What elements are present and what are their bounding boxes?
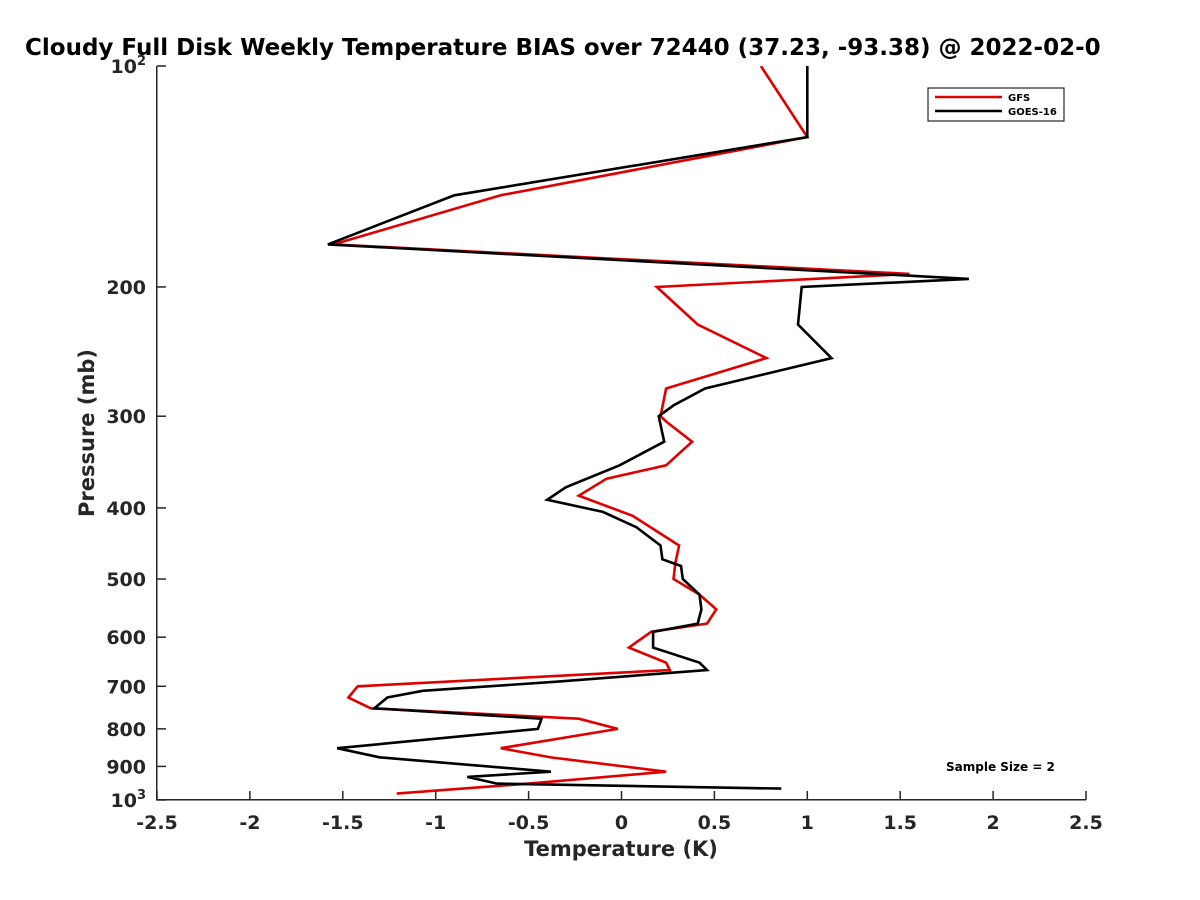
x-tick-label: -1	[425, 812, 446, 834]
y-tick-label: 200	[106, 277, 146, 299]
x-axis-label: Temperature (K)	[524, 837, 718, 861]
y-axis-ticks: 102 200 300 400 500 600 700 800 900 103	[106, 54, 166, 812]
y-axis-label: Pressure (mb)	[75, 349, 99, 517]
plot-area	[327, 66, 969, 795]
y-tick-label: 400	[106, 498, 146, 520]
y-tick-label: 600	[106, 627, 146, 649]
y-tick-exponent: 2	[137, 54, 146, 69]
x-tick-label: -0.5	[508, 812, 550, 834]
y-tick-label: 300	[106, 406, 146, 428]
y-tick-label: 700	[106, 676, 146, 698]
y-tick-label: 900	[106, 756, 146, 778]
x-tick-label: 0	[615, 812, 628, 834]
y-tick-label: 500	[106, 569, 146, 591]
y-tick-label: 800	[106, 719, 146, 741]
x-axis-ticks: -2.5 -2 -1.5 -1 -0.5 0 0.5 1 1.5 2 2.5	[136, 791, 1103, 834]
x-tick-label: 2	[986, 812, 999, 834]
x-tick-label: -2.5	[136, 812, 178, 834]
y-tick-label: 102	[111, 54, 147, 78]
x-tick-label: -1.5	[322, 812, 364, 834]
series-line-gfs	[333, 66, 910, 795]
y-tick-exponent: 3	[137, 788, 146, 803]
y-tick-label: 103	[111, 788, 147, 812]
sample-size-annotation: Sample Size = 2	[946, 760, 1055, 774]
series-line-goes-16	[327, 66, 969, 790]
chart-title: Cloudy Full Disk Weekly Temperature BIAS…	[25, 35, 1101, 61]
x-tick-label: 1.5	[883, 812, 917, 834]
x-tick-label: 1	[801, 812, 814, 834]
legend-box	[927, 87, 1065, 122]
legend-label-goes-16: GOES-16	[1008, 107, 1057, 118]
x-tick-label: 0.5	[698, 812, 732, 834]
legend-label-gfs: GFS	[1008, 93, 1030, 104]
x-tick-label: -2	[239, 812, 260, 834]
y-axis-line	[156, 66, 158, 800]
chart-legend: GFS GOES-16	[927, 87, 1065, 122]
x-tick-label: 2.5	[1069, 812, 1103, 834]
